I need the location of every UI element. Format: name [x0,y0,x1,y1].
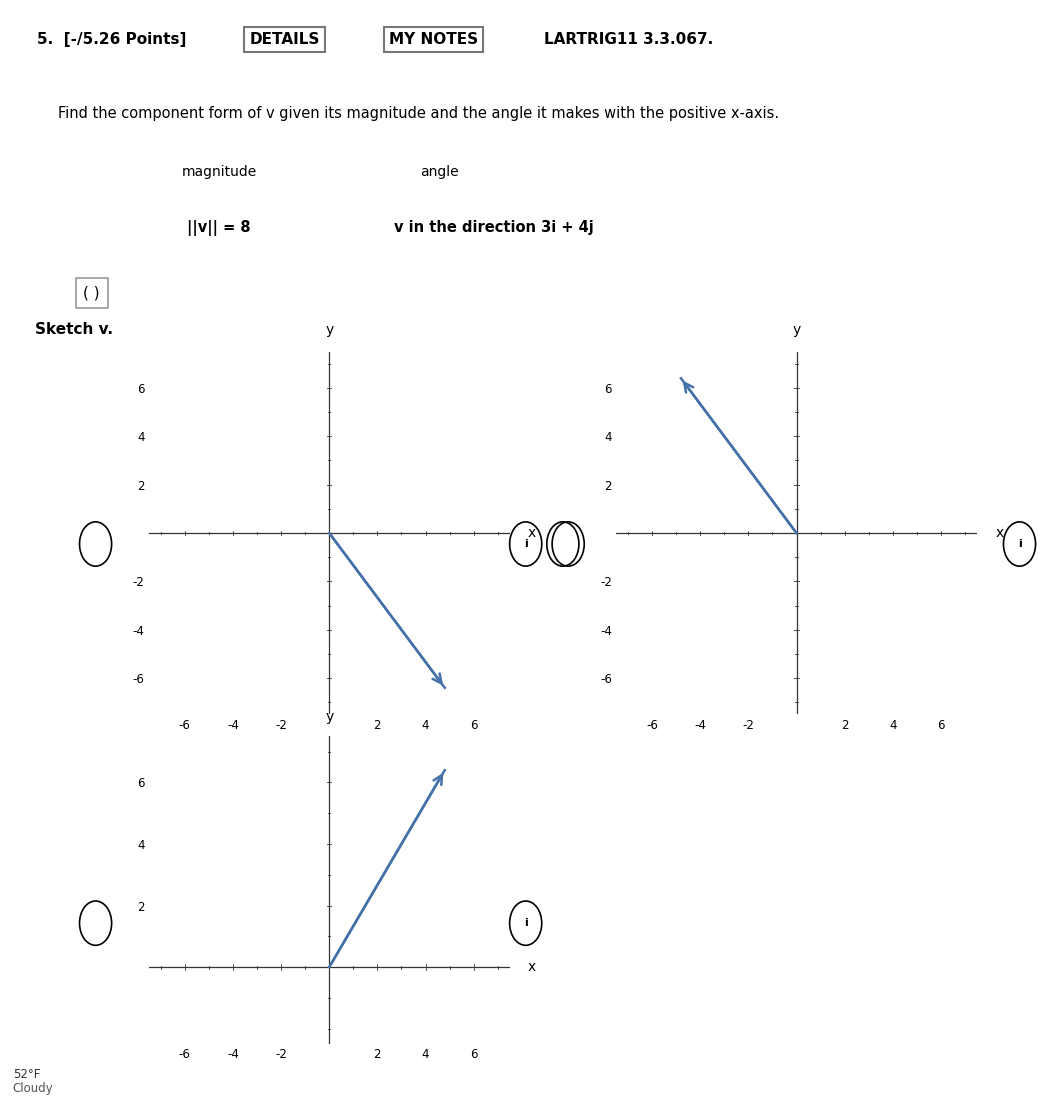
Text: Cloudy: Cloudy [13,1081,53,1095]
Text: i: i [1017,539,1022,550]
Text: magnitude: magnitude [182,165,257,179]
Text: y: y [792,323,801,337]
Text: x: x [995,526,1004,540]
Text: Find the component form of v given its magnitude and the angle it makes with the: Find the component form of v given its m… [57,106,778,121]
Text: DETAILS: DETAILS [250,32,320,47]
Text: v in the direction 3i + 4j: v in the direction 3i + 4j [394,220,594,235]
Text: y: y [325,710,333,724]
Text: x: x [528,961,536,974]
Text: i: i [524,918,528,929]
Text: 5.  [-/5.26 Points]: 5. [-/5.26 Points] [37,32,186,47]
Text: ( ): ( ) [84,286,100,301]
Text: ||v|| = 8: ||v|| = 8 [187,220,251,236]
Text: i: i [524,539,528,550]
Text: Sketch v.: Sketch v. [35,322,113,337]
Text: y: y [325,323,333,337]
Text: x: x [528,526,536,540]
Text: LARTRIG11 3.3.067.: LARTRIG11 3.3.067. [544,32,714,47]
Text: MY NOTES: MY NOTES [389,32,478,47]
Text: angle: angle [421,165,459,179]
Text: 52°F: 52°F [13,1068,40,1081]
